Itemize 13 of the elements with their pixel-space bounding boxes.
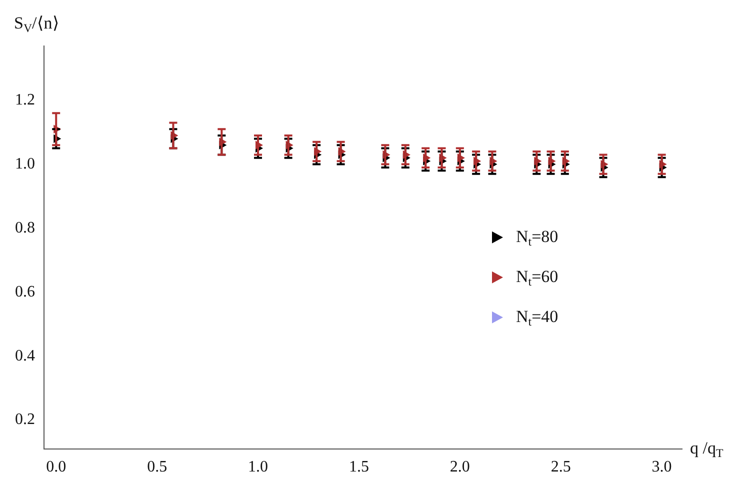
- x-tick-label: 1.0: [248, 458, 268, 476]
- y-tick-label: 1.0: [15, 155, 35, 172]
- x-tick-label: 1.5: [348, 458, 369, 476]
- y-tick-label: 0.8: [15, 219, 35, 236]
- y-tick-label: 0.4: [15, 347, 35, 364]
- y-tick-label: 1.2: [15, 92, 35, 109]
- x-tick-label: 2.0: [450, 458, 470, 476]
- x-tick-label: 0.0: [46, 458, 66, 476]
- x-tick-label: 2.5: [550, 458, 571, 476]
- x-tick-label: 0.5: [147, 458, 168, 476]
- y-tick-label: 0.2: [15, 411, 35, 428]
- x-tick-label: 3.0: [652, 458, 672, 476]
- y-tick-label: 0.6: [15, 283, 35, 300]
